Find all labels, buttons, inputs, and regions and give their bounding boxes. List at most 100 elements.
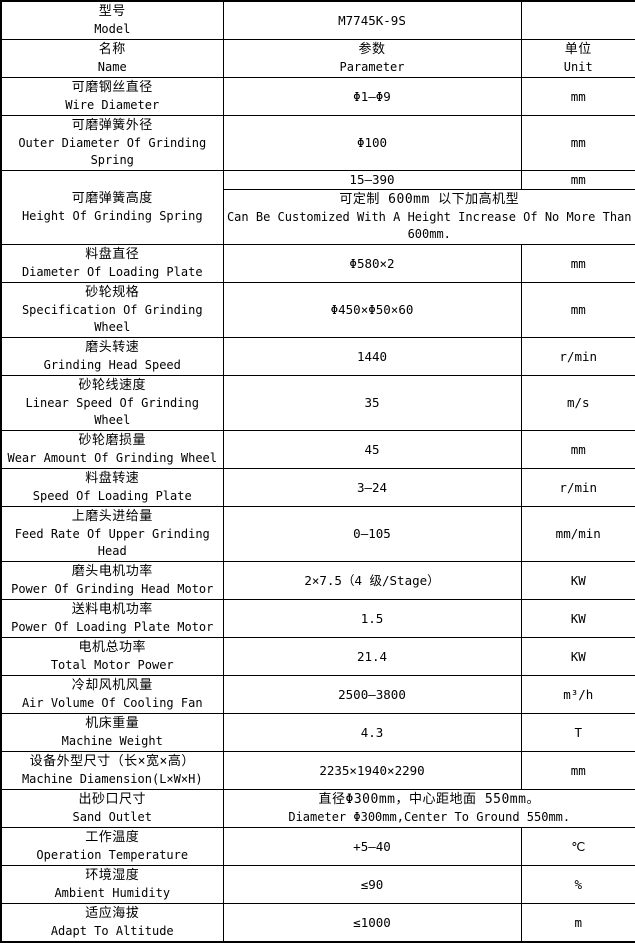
param-value: Φ1—Φ9 bbox=[353, 88, 391, 104]
param-header-en: Parameter bbox=[339, 60, 405, 74]
name-cell: 送料电机功率 Power Of Loading Plate Motor bbox=[0, 599, 224, 638]
unit-value: mm bbox=[570, 762, 586, 778]
param-value: +5—40 bbox=[353, 838, 391, 854]
name-en: Power Of Grinding Head Motor bbox=[11, 582, 214, 596]
name-en: Adapt To Altitude bbox=[50, 924, 174, 938]
param-cell: 3—24 bbox=[222, 468, 522, 507]
param-header-zh: 参数 bbox=[358, 42, 386, 57]
unit-cell: KW bbox=[520, 561, 635, 600]
height-note-cell: 可定制 600mm 以下加高机型 Can Be Customized With … bbox=[222, 189, 635, 245]
param-value: ≤1000 bbox=[353, 914, 391, 930]
param-value: 35 bbox=[364, 395, 380, 410]
name-zh: 型号 bbox=[98, 4, 126, 19]
name-cell: 可磨钢丝直径 Wire Diameter bbox=[0, 77, 224, 116]
table-row: 冷却风机风量 Air Volume Of Cooling Fan 2500—38… bbox=[0, 675, 635, 714]
unit-cell: mm bbox=[520, 115, 635, 171]
param-value: 3—24 bbox=[356, 479, 388, 495]
unit-header-cell: 单位 Unit bbox=[520, 39, 635, 78]
table-row-header: 名称 Name 参数 Parameter 单位 Unit bbox=[0, 39, 635, 78]
name-cell: 可磨弹簧高度 Height Of Grinding Spring bbox=[0, 170, 224, 245]
param-cell: +5—40 bbox=[222, 827, 522, 866]
unit-cell: KW bbox=[520, 599, 635, 638]
name-header-zh: 名称 bbox=[98, 42, 126, 57]
name-en: Linear Speed Of Grinding Wheel bbox=[25, 396, 199, 427]
param-value: 2235×1940×2290 bbox=[319, 762, 425, 778]
name-en: Outer Diameter Of Grinding Spring bbox=[18, 136, 207, 167]
unit-cell bbox=[520, 0, 635, 40]
name-zh: 适应海拔 bbox=[85, 906, 140, 921]
unit-value: mm bbox=[570, 88, 586, 104]
unit-value: m bbox=[574, 914, 583, 930]
unit-header-en: Unit bbox=[563, 60, 593, 74]
name-en: Diameter Of Loading Plate bbox=[21, 265, 203, 279]
name-header-en: Name bbox=[97, 60, 127, 74]
param-value: 45 bbox=[364, 441, 380, 457]
sand-outlet-cell: 直径Φ300mm，中心距地面 550mm。 Diameter Φ300mm,Ce… bbox=[222, 789, 635, 828]
table-row: 机床重量 Machine Weight 4.3 T bbox=[0, 713, 635, 752]
param-cell: 2×7.5（4 级/Stage） bbox=[222, 561, 522, 600]
name-en: Total Motor Power bbox=[50, 658, 174, 672]
name-cell: 上磨头进给量 Feed Rate Of Upper Grinding Head bbox=[0, 506, 224, 562]
unit-cell: T bbox=[520, 713, 635, 752]
name-zh: 电机总功率 bbox=[78, 640, 146, 655]
unit-value: mm bbox=[570, 255, 586, 271]
unit-value: ℃ bbox=[571, 838, 586, 854]
param-value: ≤90 bbox=[360, 876, 384, 892]
table-row-height-sub2: 可定制 600mm 以下加高机型 Can Be Customized With … bbox=[1, 189, 635, 245]
name-en: Machine Diamension(L×W×H) bbox=[21, 772, 203, 786]
name-zh: 砂轮磨损量 bbox=[78, 433, 146, 448]
name-cell: 砂轮线速度 Linear Speed Of Grinding Wheel bbox=[0, 375, 224, 431]
name-en: Model bbox=[94, 22, 131, 36]
name-en: Ambient Humidity bbox=[54, 886, 171, 900]
unit-cell: r/min bbox=[520, 337, 635, 376]
param-cell: Φ1—Φ9 bbox=[222, 77, 522, 116]
unit-cell: ℃ bbox=[520, 827, 635, 866]
name-zh: 环境湿度 bbox=[85, 868, 140, 883]
table-row: 砂轮磨损量 Wear Amount Of Grinding Wheel 45 m… bbox=[0, 430, 635, 469]
name-zh: 可磨弹簧高度 bbox=[71, 191, 153, 206]
param-value: Φ580×2 bbox=[349, 255, 395, 271]
name-zh: 砂轮规格 bbox=[85, 285, 140, 300]
unit-value: mm bbox=[570, 135, 586, 150]
name-zh: 机床重量 bbox=[85, 716, 140, 731]
param-cell: 15—390 bbox=[222, 170, 522, 190]
name-zh: 磨头电机功率 bbox=[71, 564, 153, 579]
name-zh: 磨头转速 bbox=[85, 340, 140, 355]
param-value: 2×7.5（4 级/Stage） bbox=[304, 572, 440, 588]
unit-value: r/min bbox=[559, 479, 598, 495]
unit-cell: m bbox=[520, 903, 635, 943]
name-cell: 适应海拔 Adapt To Altitude bbox=[0, 903, 224, 943]
unit-value: T bbox=[574, 724, 583, 740]
name-en: Power Of Loading Plate Motor bbox=[11, 620, 214, 634]
unit-value: % bbox=[574, 876, 583, 892]
sand-outlet-zh: 直径Φ300mm，中心距地面 550mm。 bbox=[318, 792, 540, 807]
param-cell: 1.5 bbox=[222, 599, 522, 638]
name-zh: 送料电机功率 bbox=[71, 602, 153, 617]
table-row: 磨头转速 Grinding Head Speed 1440 r/min bbox=[0, 337, 635, 376]
param-cell: 4.3 bbox=[222, 713, 522, 752]
unit-value: m/s bbox=[566, 395, 590, 410]
table-row: 送料电机功率 Power Of Loading Plate Motor 1.5 … bbox=[0, 599, 635, 638]
param-cell: Φ450×Φ50×60 bbox=[222, 282, 522, 338]
param-value: 4.3 bbox=[360, 724, 384, 740]
name-header-cell: 名称 Name bbox=[0, 39, 224, 78]
param-cell: ≤90 bbox=[222, 865, 522, 904]
name-zh: 出砂口尺寸 bbox=[78, 792, 146, 807]
unit-cell: m³/h bbox=[520, 675, 635, 714]
name-en: Grinding Head Speed bbox=[43, 358, 181, 372]
height-note-en: Can Be Customized With A Height Increase… bbox=[226, 210, 632, 241]
name-en: Height Of Grinding Spring bbox=[21, 209, 203, 223]
name-cell: 料盘直径 Diameter Of Loading Plate bbox=[0, 244, 224, 283]
table-row: 工作温度 Operation Temperature +5—40 ℃ bbox=[0, 827, 635, 866]
param-cell: Φ100 bbox=[222, 115, 522, 171]
height-note-zh: 可定制 600mm 以下加高机型 bbox=[339, 192, 520, 207]
name-zh: 可磨弹簧外径 bbox=[71, 118, 153, 133]
unit-cell: mm bbox=[520, 170, 635, 190]
table-row: 适应海拔 Adapt To Altitude ≤1000 m bbox=[0, 903, 635, 943]
param-cell: 35 bbox=[222, 375, 522, 431]
name-en: Wire Diameter bbox=[65, 98, 160, 112]
unit-header-zh: 单位 bbox=[564, 42, 592, 57]
table-row: 砂轮线速度 Linear Speed Of Grinding Wheel 35 … bbox=[0, 375, 635, 431]
